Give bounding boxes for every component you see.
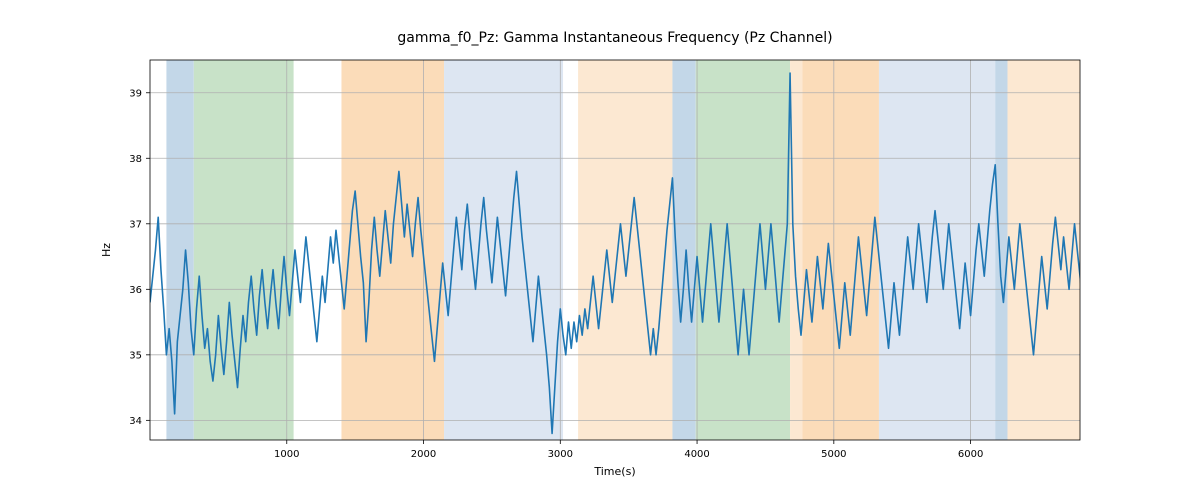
x-tick-label: 3000 [548, 449, 573, 460]
x-tick-label: 1000 [274, 449, 299, 460]
x-axis-label: Time(s) [593, 465, 635, 478]
shaded-band [578, 60, 672, 440]
y-tick-label: 35 [129, 350, 142, 361]
shaded-band [166, 60, 193, 440]
x-tick-label: 6000 [958, 449, 983, 460]
y-tick-label: 34 [129, 416, 142, 427]
chart-title: gamma_f0_Pz: Gamma Instantaneous Frequen… [397, 30, 832, 46]
y-tick-label: 37 [129, 219, 142, 230]
x-tick-label: 2000 [411, 449, 436, 460]
shaded-band [995, 60, 1007, 440]
shaded-band [879, 60, 995, 440]
y-tick-label: 39 [129, 88, 142, 99]
shaded-band [696, 60, 790, 440]
line-chart: 1000 2000 3000 4000 5000 6000 34 35 36 37 38 39 Time… [0, 0, 1200, 500]
y-axis-label: Hz [100, 243, 113, 257]
y-tick-label: 36 [129, 285, 142, 296]
shaded-band [444, 60, 563, 440]
shaded-band [790, 60, 802, 440]
x-tick-label: 5000 [821, 449, 846, 460]
y-tick-label: 38 [129, 154, 142, 165]
shaded-band [194, 60, 294, 440]
x-tick-label: 4000 [684, 449, 709, 460]
shaded-band [802, 60, 879, 440]
shaded-band [341, 60, 444, 440]
